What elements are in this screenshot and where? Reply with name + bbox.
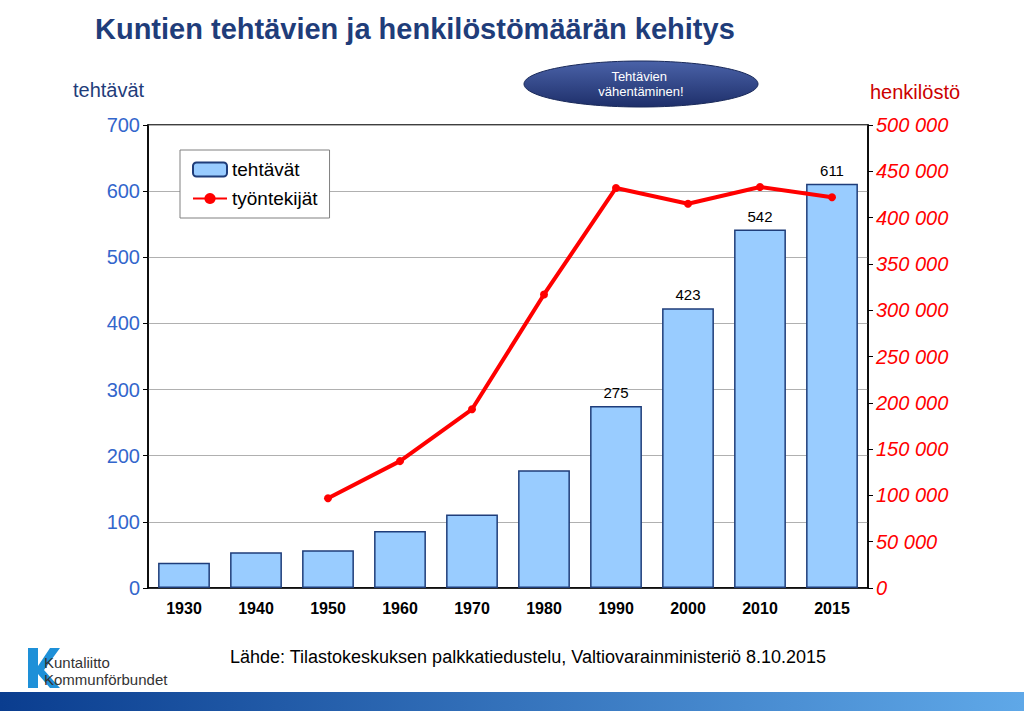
svg-text:2015: 2015 <box>814 600 850 617</box>
svg-text:400 000: 400 000 <box>876 207 948 229</box>
svg-text:2010: 2010 <box>742 600 778 617</box>
svg-text:työntekijät: työntekijät <box>232 188 318 209</box>
svg-text:250 000: 250 000 <box>875 346 948 368</box>
svg-text:Kommunförbundet: Kommunförbundet <box>44 671 168 688</box>
svg-text:0: 0 <box>129 577 140 599</box>
svg-text:450 000: 450 000 <box>876 160 948 182</box>
svg-text:500 000: 500 000 <box>876 114 948 136</box>
svg-text:350 000: 350 000 <box>876 253 948 275</box>
svg-text:150 000: 150 000 <box>876 438 948 460</box>
svg-text:300 000: 300 000 <box>876 299 948 321</box>
svg-text:100: 100 <box>107 511 140 533</box>
svg-text:Lähde: Tilastokeskuksen palkka: Lähde: Tilastokeskuksen palkkatiedustelu… <box>230 647 826 667</box>
svg-text:2000: 2000 <box>670 600 706 617</box>
svg-text:1970: 1970 <box>454 600 490 617</box>
svg-text:1960: 1960 <box>382 600 418 617</box>
svg-text:1950: 1950 <box>310 600 346 617</box>
svg-text:50 000: 50 000 <box>876 531 937 553</box>
svg-text:1940: 1940 <box>238 600 274 617</box>
svg-text:100 000: 100 000 <box>876 484 948 506</box>
svg-text:1980: 1980 <box>526 600 562 617</box>
svg-text:200 000: 200 000 <box>875 392 948 414</box>
svg-text:1990: 1990 <box>598 600 634 617</box>
svg-text:611: 611 <box>820 162 844 179</box>
svg-text:542: 542 <box>747 208 772 225</box>
svg-text:Kuntaliitto: Kuntaliitto <box>44 654 110 671</box>
svg-text:400: 400 <box>107 312 140 334</box>
svg-text:300: 300 <box>107 379 140 401</box>
svg-text:Tehtävien: Tehtävien <box>611 69 670 84</box>
svg-text:tehtävät: tehtävät <box>73 79 145 101</box>
svg-text:275: 275 <box>603 384 628 401</box>
svg-text:1930: 1930 <box>166 600 202 617</box>
svg-text:500: 500 <box>107 246 140 268</box>
svg-text:200: 200 <box>107 445 140 467</box>
svg-text:423: 423 <box>675 286 700 303</box>
svg-text:600: 600 <box>107 180 140 202</box>
svg-text:700: 700 <box>107 114 140 136</box>
svg-text:vähentäminen!: vähentäminen! <box>598 84 683 99</box>
svg-text:henkilöstö: henkilöstö <box>870 81 960 103</box>
svg-text:Kuntien tehtävien ja henkilöst: Kuntien tehtävien ja henkilöstömäärän ke… <box>95 13 735 45</box>
svg-text:tehtävät: tehtävät <box>232 159 300 180</box>
svg-text:0: 0 <box>876 577 887 599</box>
